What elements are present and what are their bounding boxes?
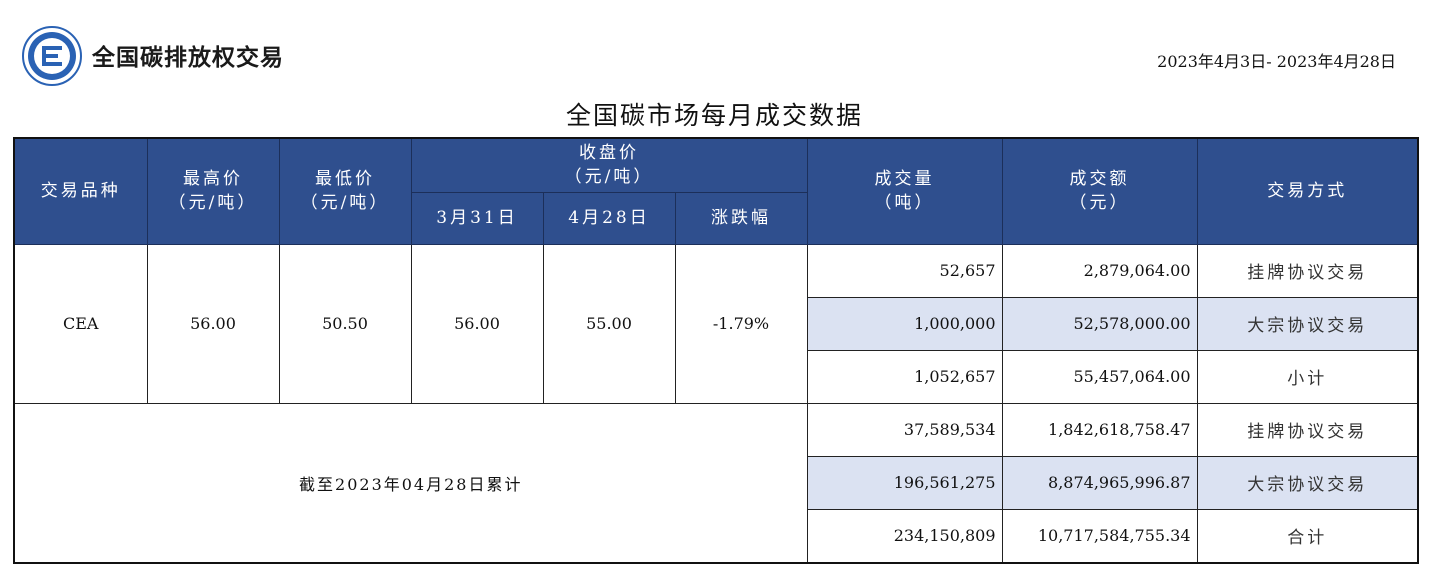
close-apr28-cell: 55.00 xyxy=(542,243,676,404)
high-price-cell: 56.00 xyxy=(146,243,280,404)
table-row: 1,052,657 55,457,064.00 小计 xyxy=(14,349,1419,404)
volume-cell: 37,589,534 xyxy=(806,402,1003,457)
header-amount: 成交额 （元） xyxy=(1001,137,1198,245)
date-range: 2023年4月3日- 2023年4月28日 xyxy=(1157,52,1396,71)
method-cell: 大宗协议交易 xyxy=(1196,455,1419,510)
header-change: 涨跌幅 xyxy=(674,191,808,245)
carbon-market-table: 交易品种 最高价 （元/吨） 最低价 （元/吨） 收盘价 （元/吨） 成交量 （吨） 成… xyxy=(13,137,1420,564)
product-cell: CEA xyxy=(13,243,148,404)
volume-cell: 52,657 xyxy=(806,243,1003,298)
amount-cell: 55,457,064.00 xyxy=(1001,349,1198,404)
table-row: 截至2023年04月28日累计 37,589,534 1,842,618,758… xyxy=(13,402,1419,563)
header-low: 最低价 （元/吨） xyxy=(278,137,412,245)
volume-cell: 1,000,000 xyxy=(806,296,1003,351)
close-mar31-cell: 56.00 xyxy=(410,243,544,404)
method-cell: 小计 xyxy=(1196,349,1419,404)
amount-cell: 10,717,584,755.34 xyxy=(1001,508,1198,563)
table-row: 1,000,000 52,578,000.00 大宗协议交易 xyxy=(14,296,1419,351)
low-price-cell: 50.50 xyxy=(278,243,412,404)
method-cell: 挂牌协议交易 xyxy=(1196,402,1419,457)
volume-cell: 196,561,275 xyxy=(806,455,1003,510)
header-close: 收盘价 （元/吨） xyxy=(410,137,808,193)
table-row: 234,150,809 10,717,584,755.34 合计 xyxy=(14,508,1419,563)
header-mar31: 3月31日 xyxy=(410,191,544,245)
amount-cell: 8,874,965,996.87 xyxy=(1001,455,1198,510)
header-high: 最高价 （元/吨） xyxy=(146,137,280,245)
table-row: 196,561,275 8,874,965,996.87 大宗协议交易 xyxy=(14,455,1419,510)
page-title: 全国碳市场每月成交数据 xyxy=(565,101,863,130)
method-cell: 大宗协议交易 xyxy=(1196,296,1419,351)
header-apr28: 4月28日 xyxy=(542,191,676,245)
volume-cell: 1,052,657 xyxy=(806,349,1003,404)
brand-name: 全国碳排放权交易 xyxy=(92,45,284,71)
method-cell: 挂牌协议交易 xyxy=(1196,243,1419,298)
method-cell: 合计 xyxy=(1196,508,1419,563)
header-volume: 成交量 （吨） xyxy=(806,137,1003,245)
amount-cell: 52,578,000.00 xyxy=(1001,296,1198,351)
amount-cell: 2,879,064.00 xyxy=(1001,243,1198,298)
volume-cell: 234,150,809 xyxy=(806,508,1003,563)
header-product: 交易品种 xyxy=(13,137,148,245)
cumulative-label: 截至2023年04月28日累计 xyxy=(13,402,808,563)
amount-cell: 1,842,618,758.47 xyxy=(1001,402,1198,457)
change-cell: -1.79% xyxy=(674,243,808,404)
table-row: CEA 56.00 50.50 56.00 55.00 -1.79% 52,65… xyxy=(13,243,1419,404)
header-method: 交易方式 xyxy=(1196,137,1419,245)
ets-logo-icon xyxy=(22,26,82,86)
